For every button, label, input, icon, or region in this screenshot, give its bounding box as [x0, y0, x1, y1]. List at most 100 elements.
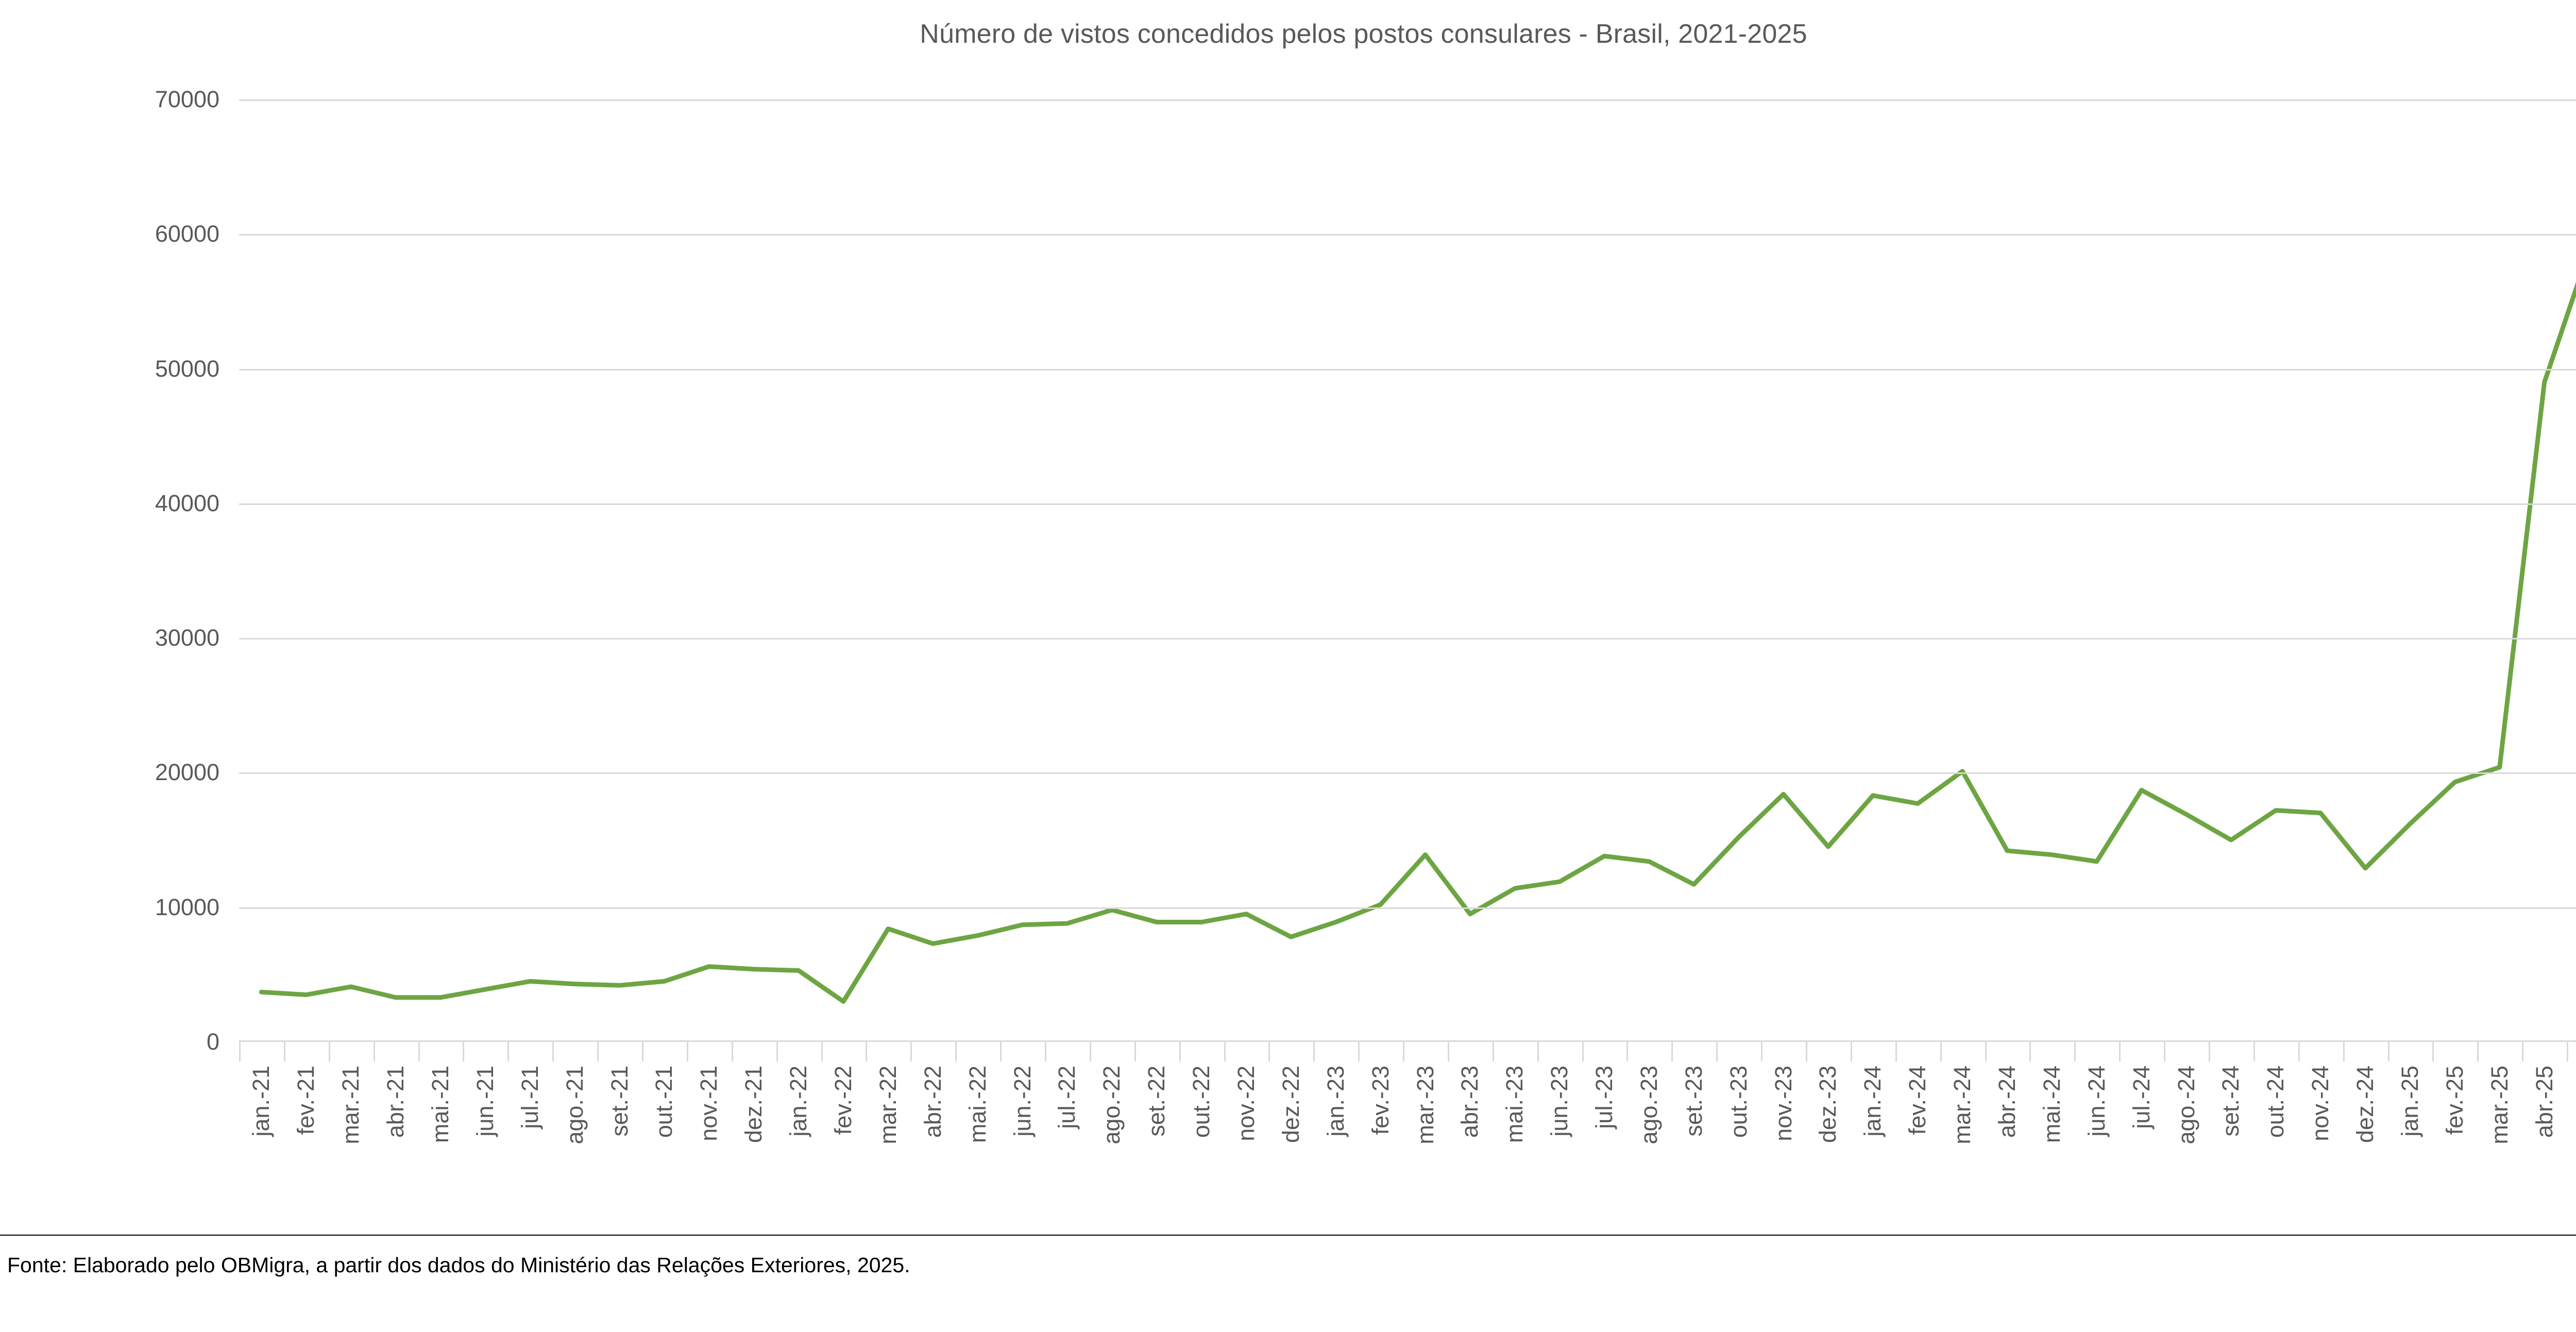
x-axis-tick-label: mai.-24: [2038, 1066, 2065, 1143]
x-axis-tick: [1850, 1042, 1852, 1061]
x-axis-tick-label: out.-22: [1188, 1066, 1215, 1138]
gridline: [239, 368, 2576, 370]
x-axis-tick-label: fev.-24: [1904, 1066, 1931, 1135]
x-axis-tick: [731, 1042, 733, 1061]
x-axis-tick: [1403, 1042, 1405, 1061]
chart-title: Número de vistos concedidos pelos postos…: [920, 19, 1807, 49]
x-axis-tick-label: set.-24: [2217, 1066, 2244, 1137]
x-axis-tick-label: nov.-22: [1232, 1066, 1259, 1141]
gridline: [239, 99, 2576, 101]
x-axis-tick: [597, 1042, 599, 1061]
x-axis-tick: [1268, 1042, 1270, 1061]
x-axis-tick-label: mai.-21: [427, 1066, 453, 1143]
x-axis-tick: [686, 1042, 688, 1061]
x-axis: jan.-21 fev.-21 mar.-21 abr.-21 mai.-21 jun.-…: [239, 1042, 2576, 1310]
x-axis-tick-label: set.-21: [606, 1066, 633, 1137]
x-axis-tick: [1671, 1042, 1673, 1061]
x-axis-tick: [2119, 1042, 2121, 1061]
x-axis-tick: [2029, 1042, 2031, 1061]
x-axis-tick: [821, 1042, 823, 1061]
x-axis-tick: [2343, 1042, 2345, 1061]
gridline: [239, 503, 2576, 505]
x-axis-tick: [2209, 1042, 2211, 1061]
x-axis-tick: [955, 1042, 957, 1061]
x-axis-tick: [2387, 1042, 2389, 1061]
x-axis-tick: [2253, 1042, 2255, 1061]
x-axis-tick-label: fev.-21: [293, 1066, 319, 1135]
x-axis-tick: [1582, 1042, 1584, 1061]
x-axis-tick: [373, 1042, 375, 1061]
x-axis-tick: [1537, 1042, 1539, 1061]
x-axis-tick-label: set.-22: [1143, 1066, 1170, 1137]
x-axis-baseline: [239, 1040, 2576, 1042]
x-axis-tick-label: mar.-21: [337, 1066, 364, 1144]
x-axis-tick: [328, 1042, 330, 1061]
x-axis-tick-label: jul.-24: [2128, 1066, 2155, 1129]
x-axis-tick-label: jan.-22: [785, 1066, 812, 1137]
gridline: [239, 234, 2576, 236]
line-series-path: [259, 282, 2576, 1004]
x-axis-tick: [463, 1042, 465, 1061]
x-axis-tick: [1000, 1042, 1002, 1061]
x-axis-tick-label: abr.-21: [382, 1066, 409, 1138]
x-axis-tick-label: out.-23: [1725, 1066, 1752, 1138]
x-axis-tick-label: dez.-24: [2352, 1066, 2379, 1143]
x-axis-tick-label: set.-23: [1680, 1066, 1707, 1137]
x-axis-tick-label: fev.-22: [829, 1066, 856, 1135]
x-axis-tick-label: ago.-22: [1098, 1066, 1125, 1144]
x-axis-tick-label: jan.-25: [2397, 1066, 2423, 1137]
x-axis-tick: [2477, 1042, 2479, 1061]
x-axis-tick: [418, 1042, 420, 1061]
x-axis-tick: [641, 1042, 643, 1061]
x-axis-tick-label: jan.-24: [1859, 1066, 1886, 1137]
x-axis-tick-label: jan.-21: [248, 1066, 275, 1137]
x-axis-tick-label: jul.-21: [516, 1066, 543, 1129]
x-axis-tick-label: ago.-23: [1635, 1066, 1662, 1144]
x-axis-tick: [1492, 1042, 1494, 1061]
y-axis: 0 10000 20000 30000 40000 50000 60000 70000: [93, 86, 219, 1055]
y-axis-tick-label: 60000: [155, 221, 219, 247]
x-axis-tick-label: jan.-23: [1322, 1066, 1349, 1137]
x-axis-tick: [1761, 1042, 1763, 1061]
x-axis-tick-label: jun.-23: [1546, 1066, 1573, 1137]
x-axis-tick-label: jun.-22: [1009, 1066, 1036, 1137]
x-axis-tick: [239, 1042, 241, 1061]
gridline: [239, 772, 2576, 774]
x-axis-tick: [1089, 1042, 1091, 1061]
x-axis-tick-label: dez.-23: [1815, 1066, 1841, 1143]
x-axis-tick-label: fev.-25: [2441, 1066, 2468, 1135]
y-axis-tick-label: 30000: [155, 625, 219, 651]
gridline: [239, 907, 2576, 909]
x-axis-tick: [552, 1042, 554, 1061]
x-axis-tick: [2074, 1042, 2076, 1061]
x-axis-tick-label: abr.-24: [1994, 1066, 2021, 1138]
x-axis-tick: [2298, 1042, 2300, 1061]
y-axis-tick-label: 10000: [155, 893, 219, 920]
x-axis-tick: [1358, 1042, 1360, 1061]
x-axis-tick-label: dez.-22: [1277, 1066, 1304, 1143]
x-axis-tick: [2432, 1042, 2434, 1061]
x-axis-tick-label: jun.-24: [2083, 1066, 2110, 1137]
x-axis-tick: [283, 1042, 285, 1061]
x-axis-tick-label: ago.-24: [2173, 1066, 2199, 1144]
x-axis-tick: [1940, 1042, 1942, 1061]
x-axis-tick-label: nov.-21: [696, 1066, 722, 1141]
x-axis-tick: [2567, 1042, 2569, 1061]
y-axis-tick-label: 20000: [155, 759, 219, 786]
x-axis-tick: [1179, 1042, 1181, 1061]
x-axis-tick-label: mar.-23: [1412, 1066, 1438, 1144]
x-axis-tick-label: jul.-22: [1054, 1066, 1080, 1129]
x-axis-tick: [1895, 1042, 1897, 1061]
x-axis-tick: [776, 1042, 778, 1061]
source-note: Fonte: Elaborado pelo OBMigra, a partir …: [7, 1253, 910, 1277]
x-axis-tick: [1626, 1042, 1629, 1061]
x-axis-tick-label: abr.-23: [1456, 1066, 1483, 1138]
x-axis-tick-label: mar.-24: [1949, 1066, 1976, 1144]
x-axis-tick: [866, 1042, 868, 1061]
x-axis-tick: [1447, 1042, 1449, 1061]
x-axis-tick-label: out.-24: [2262, 1066, 2289, 1138]
x-axis-tick-label: jul.-23: [1591, 1066, 1618, 1129]
x-axis-tick: [1806, 1042, 1808, 1061]
x-axis-tick: [507, 1042, 510, 1061]
